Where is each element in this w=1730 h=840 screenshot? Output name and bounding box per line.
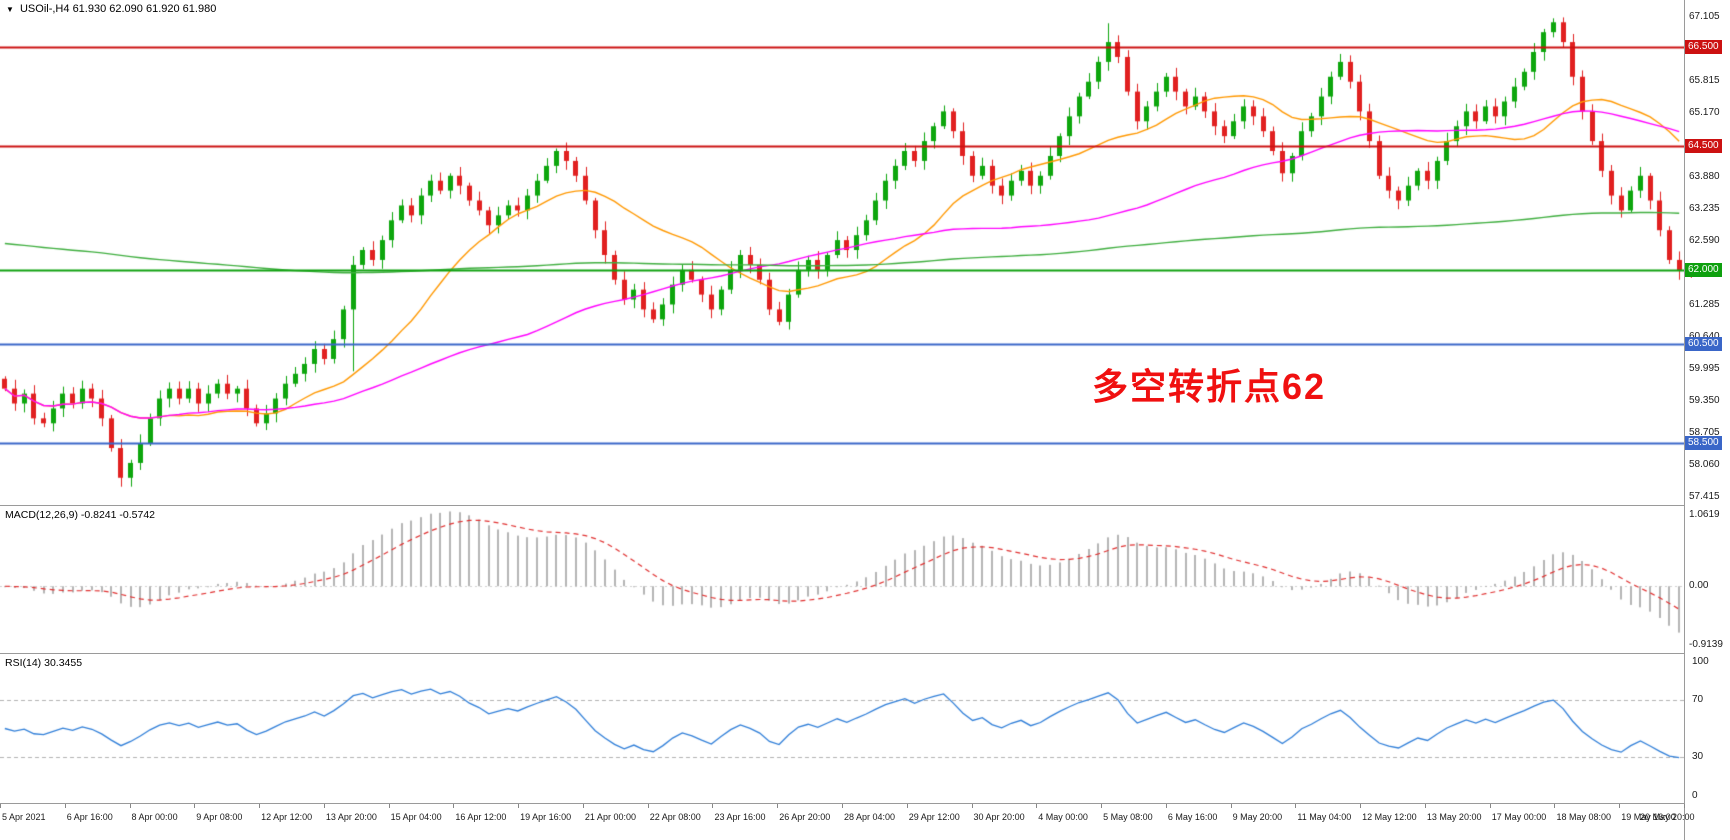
time-axis-tick: [972, 804, 973, 808]
time-axis-label: 23 Apr 16:00: [714, 812, 766, 822]
chart-annotation-text: 多空转折点62: [1092, 366, 1327, 407]
pane-separator: [0, 803, 1730, 804]
time-axis-tick: [777, 804, 778, 808]
rsi-indicator-label: RSI(14) 30.3455: [5, 657, 82, 669]
time-axis-tick: [65, 804, 66, 808]
time-axis-label: 12 Apr 12:00: [261, 812, 313, 822]
time-axis-label: 9 May 20:00: [1232, 812, 1283, 822]
price-chart-canvas[interactable]: [0, 0, 1684, 505]
time-axis-tick: [259, 804, 260, 808]
rsi-axis-label: 70: [1692, 694, 1704, 706]
macd-indicator-canvas[interactable]: [0, 506, 1684, 653]
price-line-label: 58.500: [1685, 436, 1722, 451]
time-axis-tick: [1036, 804, 1037, 808]
price-axis[interactable]: [1684, 0, 1730, 840]
time-axis-tick: [1295, 804, 1296, 808]
price-line-label: 64.500: [1685, 139, 1722, 154]
macd-axis-label: -0.9139: [1689, 639, 1723, 650]
rsi-axis-label: 30: [1692, 750, 1704, 762]
macd-name: MACD(12,26,9): [5, 509, 78, 521]
time-axis-label: 9 Apr 08:00: [196, 812, 243, 822]
time-axis-tick: [194, 804, 195, 808]
time-axis-tick: [1166, 804, 1167, 808]
time-axis-label: 8 Apr 00:00: [131, 812, 178, 822]
time-axis-label: 19 Apr 16:00: [520, 812, 572, 822]
time-axis-label: 5 Apr 2021: [2, 812, 46, 822]
price-axis-label: 60.640: [1689, 331, 1720, 343]
time-axis-label: 16 Apr 12:00: [455, 812, 507, 822]
time-axis-label: 21 Apr 00:00: [584, 812, 636, 822]
price-axis-label: 63.235: [1689, 202, 1720, 214]
price-axis-label: 59.995: [1689, 363, 1720, 375]
time-axis-label: 26 Apr 20:00: [779, 812, 831, 822]
macd-axis-label: 0.00: [1689, 580, 1709, 592]
time-axis-label: 28 Apr 04:00: [844, 812, 896, 822]
symbol-info: ▼ USOil-,H4 61.930 62.090 61.920 61.980: [6, 3, 216, 15]
macd-values: -0.8241 -0.5742: [80, 509, 156, 521]
time-axis-label: 29 Apr 12:00: [908, 812, 960, 822]
time-axis-tick: [907, 804, 908, 808]
time-axis-tick: [1684, 804, 1685, 808]
rsi-value: 30.3455: [44, 657, 83, 669]
time-axis-tick: [1490, 804, 1491, 808]
price-line-label: 62.000: [1685, 262, 1722, 277]
time-axis-tick: [453, 804, 454, 808]
time-axis-label: 4 May 00:00: [1038, 812, 1088, 822]
time-axis-label: 20 May 20:00: [1640, 812, 1695, 822]
symbol-ohlc: 61.930 62.090 61.920 61.980: [72, 3, 217, 15]
time-axis-tick: [518, 804, 519, 808]
time-axis-label: 17 May 00:00: [1491, 812, 1547, 822]
rsi-name: RSI(14): [5, 657, 42, 669]
pane-separator[interactable]: [0, 505, 1730, 506]
price-axis-label: 67.105: [1689, 11, 1720, 23]
macd-indicator-label: MACD(12,26,9) -0.8241 -0.5742: [5, 509, 155, 521]
price-axis-label: 59.350: [1689, 395, 1720, 407]
time-axis-label: 13 May 20:00: [1426, 812, 1482, 822]
price-axis-label: 63.880: [1689, 170, 1720, 182]
rsi-indicator-canvas[interactable]: [0, 654, 1684, 803]
time-axis-label: 13 Apr 20:00: [325, 812, 377, 822]
price-axis-label: 62.590: [1689, 234, 1720, 246]
time-axis-label: 5 May 08:00: [1103, 812, 1153, 822]
price-line-label: 60.500: [1685, 337, 1722, 352]
time-axis-label: 22 Apr 08:00: [649, 812, 701, 822]
time-axis-tick: [1619, 804, 1620, 808]
time-axis-tick: [389, 804, 390, 808]
price-line-label: 66.500: [1685, 40, 1722, 55]
time-axis-tick: [324, 804, 325, 808]
time-axis-label: 11 May 04:00: [1297, 812, 1352, 822]
time-axis-tick: [648, 804, 649, 808]
time-axis-tick: [1101, 804, 1102, 808]
symbol-name: USOil-,H4: [19, 3, 70, 15]
price-axis-label: 57.415: [1689, 490, 1720, 502]
rsi-axis-label: 0: [1692, 790, 1698, 801]
time-axis-label: 19 May 16:00: [1621, 812, 1676, 822]
price-axis-label: 65.815: [1689, 74, 1720, 86]
time-axis-tick: [842, 804, 843, 808]
time-axis-tick: [0, 804, 1, 808]
time-axis-tick: [1360, 804, 1361, 808]
price-axis-label: 58.060: [1689, 458, 1720, 470]
quick-trade-arrow-icon[interactable]: ▼: [6, 5, 14, 14]
time-axis-label: 6 Apr 16:00: [66, 812, 113, 822]
pane-separator[interactable]: [0, 653, 1730, 654]
rsi-axis-label: 100: [1692, 656, 1709, 667]
time-axis-tick: [583, 804, 584, 808]
price-axis-label: 65.170: [1689, 106, 1720, 118]
macd-axis-label: 1.0619: [1689, 509, 1720, 520]
time-axis-label: 6 May 16:00: [1167, 812, 1218, 822]
price-axis-label: 61.285: [1689, 299, 1720, 311]
price-axis-label: 58.705: [1689, 426, 1720, 438]
time-axis-tick: [1425, 804, 1426, 808]
time-axis-tick: [1231, 804, 1232, 808]
time-axis-label: 30 Apr 20:00: [973, 812, 1025, 822]
time-axis-label: 12 May 12:00: [1362, 812, 1417, 822]
time-axis-label: 15 Apr 04:00: [390, 812, 442, 822]
time-axis-tick: [130, 804, 131, 808]
time-axis-tick: [1554, 804, 1555, 808]
time-axis-label: 18 May 08:00: [1556, 812, 1611, 822]
time-axis-tick: [712, 804, 713, 808]
